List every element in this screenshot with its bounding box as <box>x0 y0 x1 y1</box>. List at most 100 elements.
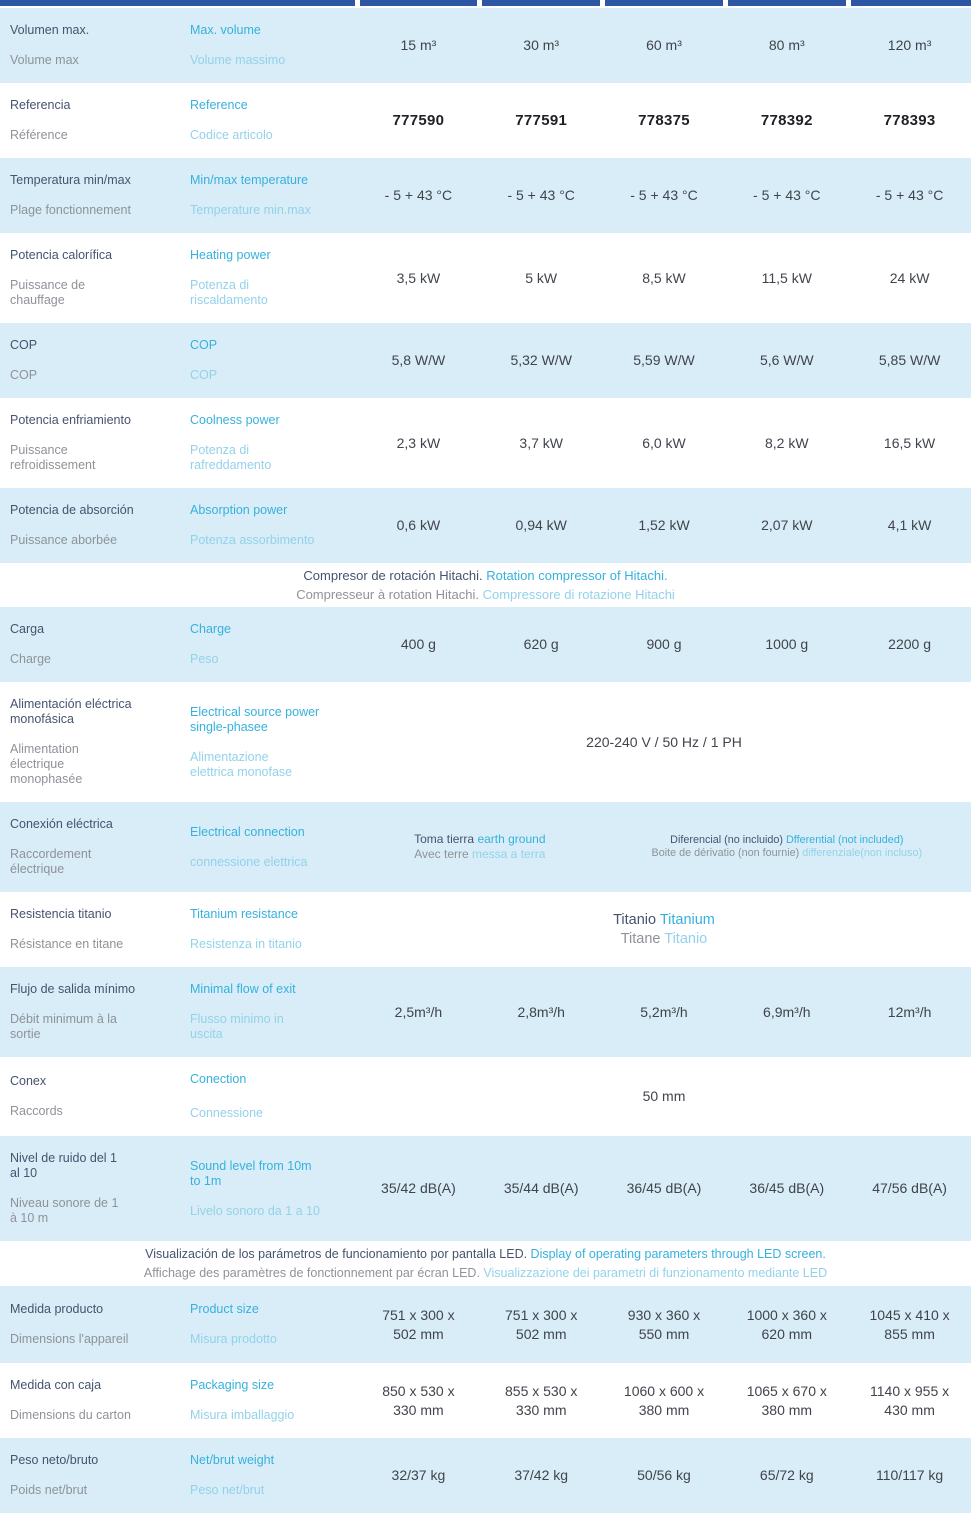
label-en: Electrical source power single-phasee <box>190 704 320 734</box>
text-es: Toma tierra <box>414 832 475 846</box>
note-line: Visualización de los parámetros de funci… <box>0 1245 971 1264</box>
value-cell: 2,07 kW <box>761 517 813 534</box>
label-it: COP <box>190 368 218 382</box>
label-fr: Débit minimum à la sortie <box>10 1012 117 1041</box>
label-fr: Raccords <box>10 1104 63 1118</box>
value-cell: 47/56 dB(A) <box>872 1180 947 1197</box>
header-bar-segment <box>0 0 355 6</box>
label-en-it: Reference Codice articolo <box>180 83 357 158</box>
label-en-it: Net/brut weight Peso net/brut <box>180 1438 357 1513</box>
label-fr: Puissance refroidissement <box>10 443 96 472</box>
value-cell: 1045 x 410 x 855 mm <box>869 1307 950 1342</box>
text-es: Diferencial (no incluido) <box>670 833 783 846</box>
row-temperature: Temperatura min/max Plage fonctionnement… <box>0 158 971 233</box>
value-cell: 5,6 W/W <box>759 352 814 369</box>
differential-cell: Diferencial (no incluido) Dfferential (n… <box>603 834 971 861</box>
label-en: Reference <box>190 98 248 112</box>
row-cop: COP COP COP COP 5,8 W/W 5,32 W/W 5,59 W/… <box>0 323 971 398</box>
label-es: Resistencia titanio <box>10 907 112 921</box>
note-text-fr: Compresseur à rotation Hitachi. <box>296 587 479 602</box>
power-supply-value: 220-240 V / 50 Hz / 1 PH <box>586 733 742 750</box>
text-line: Avec terre messa a terra <box>357 847 603 862</box>
reference-number: 778375 <box>638 111 690 129</box>
label-fr: Référence <box>10 128 68 142</box>
note-text-it: Visualizzazione dei parametri di funzion… <box>479 1265 828 1280</box>
note-line: Compresor de rotación Hitachi. Rotation … <box>0 566 971 586</box>
row-charge: Carga Charge Charge Peso 400 g 620 g 900… <box>0 607 971 682</box>
label-es-fr: Potencia de absorción Puissance aborbée <box>0 488 180 563</box>
value-cell: 1065 x 670 x 380 mm <box>746 1383 827 1418</box>
label-en: Min/max temperature <box>190 173 309 187</box>
text-line: Titanio Titanium <box>357 911 971 929</box>
label-it: Connessione <box>190 1106 263 1120</box>
text-it: differenziale(non incluso) <box>799 847 923 859</box>
row-minimal-flow: Flujo de salida mínimo Débit minimum à l… <box>0 967 971 1057</box>
value-cell: 60 m³ <box>646 37 682 54</box>
label-en-it: Sound level from 10m to 1m Livelo sonoro… <box>180 1144 357 1234</box>
label-it: Livelo sonoro da 1 a 10 <box>190 1203 320 1218</box>
note-compressor: Compresor de rotación Hitachi. Rotation … <box>0 563 971 607</box>
value-cell: 1000 g <box>765 636 809 653</box>
value-cell: - 5 + 43 °C <box>630 187 698 204</box>
connections-value: 50 mm <box>642 1088 686 1105</box>
label-en-it: Min/max temperature Temperature min.max <box>180 158 357 233</box>
label-es: Volumen max. <box>10 23 90 37</box>
value-cell: 5 kW <box>525 269 558 286</box>
value-cell: 110/117 kg <box>875 1467 944 1484</box>
value-cell: 751 x 300 x 502 mm <box>505 1307 578 1342</box>
value-cell: 620 g <box>523 636 559 653</box>
text-line: Titane Titanio <box>357 930 971 948</box>
label-es-fr: Alimentación eléctrica monofásica Alimen… <box>0 682 180 802</box>
value-cell: 12m³/h <box>887 1003 932 1020</box>
value-cell: 0,94 kW <box>515 517 567 534</box>
label-es: Potencia enfriamiento <box>10 413 131 427</box>
value-cell: 1000 x 360 x 620 mm <box>746 1307 827 1342</box>
label-it: Codice articolo <box>190 128 273 142</box>
header-bar-segment <box>727 0 846 6</box>
value-cell: 3,7 kW <box>519 434 563 451</box>
text-en: Dfferential (not included) <box>782 833 904 846</box>
note-text-en: Display of operating parameters through … <box>527 1246 826 1261</box>
label-es: Referencia <box>10 98 71 112</box>
value-cell: 3,5 kW <box>396 269 441 286</box>
label-fr: Plage fonctionnement <box>10 203 131 217</box>
label-es-fr: Referencia Référence <box>0 83 180 158</box>
reference-number: 778393 <box>883 111 936 129</box>
text-line: Diferencial (no incluido) Dfferential (n… <box>603 834 971 847</box>
value-cell: 2,5m³/h <box>394 1003 443 1020</box>
value-cell: 36/45 dB(A) <box>626 1180 702 1197</box>
label-it: Temperature min.max <box>190 203 311 217</box>
label-es-fr: Medida con caja Dimensions du carton <box>0 1363 180 1438</box>
text-es: Titanio <box>613 912 657 929</box>
label-fr: Alimentation électrique monophasée <box>10 742 83 786</box>
text-line: Boite de dérivatio (non fournie) differe… <box>603 847 971 860</box>
value-cell: - 5 + 43 °C <box>384 187 453 204</box>
label-fr: Niveau sonore de 1 à 10 m <box>10 1196 119 1225</box>
label-es: COP <box>10 338 38 352</box>
earth-ground-cell: Toma tierra earth ground Avec terre mess… <box>357 832 603 862</box>
label-en: Titanium resistance <box>190 907 298 921</box>
label-en-it: Heating power Potenza di riscaldamento <box>180 233 357 323</box>
label-en-it: Product size Misura prodotto <box>180 1287 357 1362</box>
label-es: Potencia calorífica <box>10 248 113 262</box>
text-it: Titanio <box>660 930 708 947</box>
label-it: Volume massimo <box>190 53 286 67</box>
label-es-fr: COP COP <box>0 323 180 398</box>
text-line: Toma tierra earth ground <box>357 832 603 847</box>
label-en-it: Conection Connessione <box>180 1057 357 1136</box>
reference-number: 778392 <box>760 111 813 129</box>
label-es-fr: Resistencia titanio Résistance en titane <box>0 892 180 967</box>
value-cell: - 5 + 43 °C <box>875 187 944 204</box>
value-cell: 35/44 dB(A) <box>503 1180 579 1197</box>
label-en-it: Charge Peso <box>180 607 357 682</box>
header-bar-segment <box>605 0 723 6</box>
note-line: Affichage des paramètres de fonctionneme… <box>0 1264 971 1283</box>
label-fr: Poids net/brut <box>10 1483 88 1497</box>
value-cell: 850 x 530 x 330 mm <box>382 1383 455 1418</box>
label-es-fr: Carga Charge <box>0 607 180 682</box>
label-es: Conexión eléctrica <box>10 817 113 831</box>
row-reference: Referencia Référence Reference Codice ar… <box>0 83 971 158</box>
value-cell: 15 m³ <box>400 37 437 54</box>
label-es: Potencia de absorción <box>10 503 134 517</box>
